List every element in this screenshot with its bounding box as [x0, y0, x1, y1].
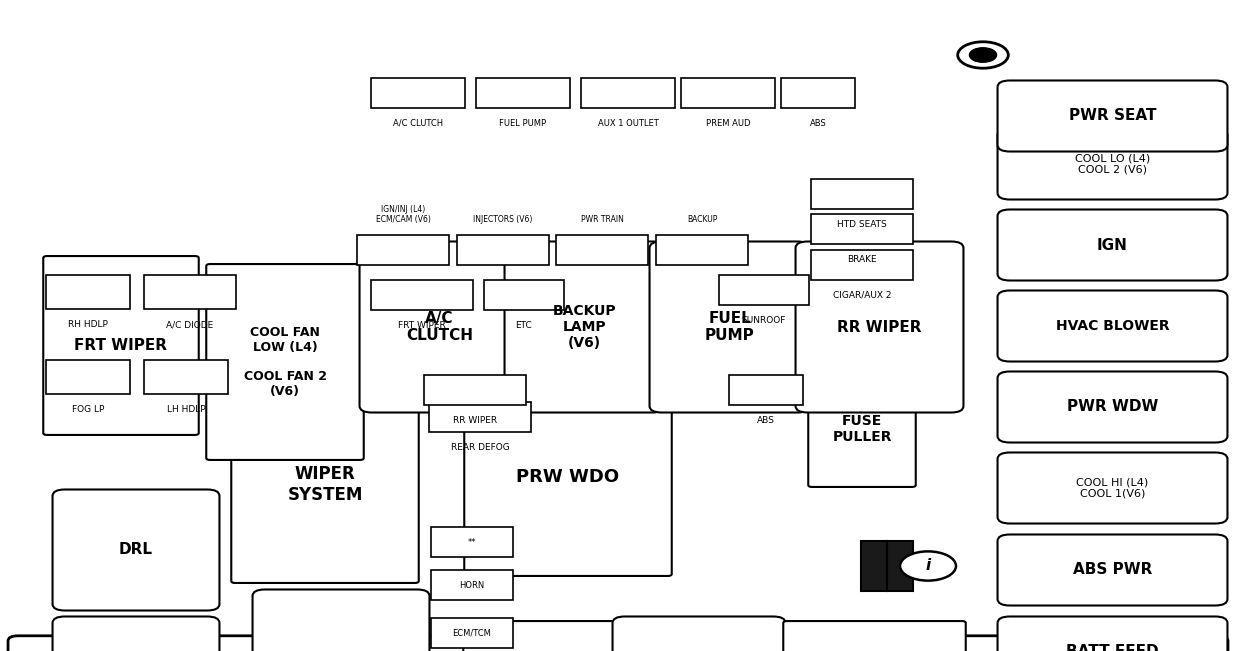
FancyBboxPatch shape [424, 376, 526, 405]
FancyBboxPatch shape [811, 214, 913, 243]
Text: FRT WIPER: FRT WIPER [75, 338, 167, 353]
Text: IGN/INJ (L4)
ECM/CAM (V6): IGN/INJ (L4) ECM/CAM (V6) [375, 204, 430, 224]
Text: PREM AUD: PREM AUD [705, 119, 750, 128]
FancyBboxPatch shape [998, 128, 1227, 199]
Text: PWR WDW: PWR WDW [1067, 400, 1159, 415]
FancyBboxPatch shape [680, 78, 775, 107]
Text: LH HDLP: LH HDLP [167, 405, 206, 414]
Text: **: ** [467, 538, 476, 546]
Circle shape [900, 551, 956, 581]
FancyBboxPatch shape [719, 275, 809, 305]
Text: A/C CLUTCH: A/C CLUTCH [392, 119, 444, 128]
FancyBboxPatch shape [476, 78, 571, 107]
FancyBboxPatch shape [811, 179, 913, 209]
Text: SUNROOF: SUNROOF [741, 316, 786, 325]
Text: PWR TRAIN: PWR TRAIN [581, 215, 623, 224]
FancyBboxPatch shape [505, 242, 664, 413]
FancyBboxPatch shape [998, 210, 1227, 281]
Text: HTD SEATS: HTD SEATS [837, 220, 887, 229]
Text: ABS: ABS [758, 416, 775, 425]
Text: HORN: HORN [460, 581, 485, 590]
FancyBboxPatch shape [52, 490, 219, 611]
FancyBboxPatch shape [861, 542, 887, 590]
FancyBboxPatch shape [253, 590, 430, 651]
FancyBboxPatch shape [887, 542, 913, 590]
Text: COOL FAN
LOW (L4)

COOL FAN 2
(V6): COOL FAN LOW (L4) COOL FAN 2 (V6) [243, 326, 326, 398]
Text: ETC: ETC [516, 321, 532, 330]
FancyBboxPatch shape [371, 78, 465, 107]
Text: COOL LO (L4)
COOL 2 (V6): COOL LO (L4) COOL 2 (V6) [1075, 153, 1150, 175]
FancyBboxPatch shape [457, 236, 549, 265]
FancyBboxPatch shape [143, 275, 237, 309]
FancyBboxPatch shape [483, 281, 564, 310]
Text: WIPER
SYSTEM: WIPER SYSTEM [288, 465, 363, 504]
Text: DRL: DRL [120, 542, 153, 557]
FancyBboxPatch shape [655, 236, 749, 265]
FancyBboxPatch shape [795, 242, 963, 413]
Text: A/C DIODE: A/C DIODE [167, 320, 213, 329]
FancyBboxPatch shape [46, 275, 131, 309]
Text: IGN: IGN [1096, 238, 1128, 253]
FancyBboxPatch shape [431, 527, 513, 557]
Text: PWR SEAT: PWR SEAT [1069, 109, 1156, 124]
Text: PRW WDO: PRW WDO [516, 469, 619, 486]
FancyBboxPatch shape [464, 621, 619, 651]
Text: BACKUP: BACKUP [687, 215, 718, 224]
FancyBboxPatch shape [556, 236, 648, 265]
Text: ABS: ABS [810, 119, 826, 128]
Text: A/C
CLUTCH: A/C CLUTCH [406, 311, 473, 343]
Text: INJECTORS (V6): INJECTORS (V6) [473, 215, 533, 224]
Text: ABS PWR: ABS PWR [1073, 562, 1153, 577]
FancyBboxPatch shape [581, 78, 675, 107]
Text: FRT WIPER: FRT WIPER [399, 321, 446, 330]
FancyBboxPatch shape [429, 402, 531, 432]
FancyBboxPatch shape [44, 256, 199, 435]
Text: COOL HI (L4)
COOL 1(V6): COOL HI (L4) COOL 1(V6) [1077, 477, 1149, 499]
FancyBboxPatch shape [998, 452, 1227, 523]
FancyBboxPatch shape [784, 621, 966, 651]
FancyBboxPatch shape [998, 372, 1227, 443]
FancyBboxPatch shape [143, 361, 228, 394]
FancyBboxPatch shape [46, 361, 131, 394]
FancyBboxPatch shape [998, 81, 1227, 152]
Circle shape [958, 42, 1008, 68]
Text: AUX 1 OUTLET: AUX 1 OUTLET [598, 119, 658, 128]
FancyBboxPatch shape [613, 616, 785, 651]
Text: BACKUP
LAMP
(V6): BACKUP LAMP (V6) [553, 304, 617, 350]
FancyBboxPatch shape [998, 534, 1227, 605]
FancyBboxPatch shape [729, 376, 804, 405]
Text: CIGAR/AUX 2: CIGAR/AUX 2 [832, 291, 891, 300]
FancyBboxPatch shape [998, 290, 1227, 361]
Text: RR WIPER: RR WIPER [454, 416, 497, 425]
FancyBboxPatch shape [998, 616, 1227, 651]
Text: REAR DEFOG: REAR DEFOG [451, 443, 510, 452]
Text: FUEL PUMP: FUEL PUMP [500, 119, 547, 128]
FancyBboxPatch shape [781, 78, 855, 107]
FancyBboxPatch shape [371, 281, 473, 310]
FancyBboxPatch shape [431, 570, 513, 600]
FancyBboxPatch shape [811, 251, 913, 280]
FancyBboxPatch shape [207, 264, 364, 460]
Text: HVAC BLOWER: HVAC BLOWER [1055, 319, 1169, 333]
Text: ECM/TCM: ECM/TCM [452, 628, 491, 637]
FancyBboxPatch shape [465, 379, 672, 576]
Text: RH HDLP: RH HDLP [69, 320, 108, 329]
Text: BRAKE: BRAKE [847, 255, 877, 264]
FancyBboxPatch shape [7, 636, 1229, 651]
Text: FOG LP: FOG LP [72, 405, 105, 414]
FancyBboxPatch shape [52, 616, 219, 651]
FancyBboxPatch shape [649, 242, 810, 413]
Text: i: i [926, 559, 931, 574]
Text: FUEL
PUMP: FUEL PUMP [705, 311, 754, 343]
Text: RR WIPER: RR WIPER [837, 320, 922, 335]
FancyBboxPatch shape [360, 242, 520, 413]
Text: BATT FEED: BATT FEED [1067, 644, 1159, 651]
FancyBboxPatch shape [356, 236, 450, 265]
Text: FUSE
PULLER: FUSE PULLER [832, 414, 892, 444]
FancyBboxPatch shape [232, 386, 419, 583]
Circle shape [969, 48, 997, 62]
FancyBboxPatch shape [809, 371, 916, 487]
FancyBboxPatch shape [431, 618, 513, 648]
